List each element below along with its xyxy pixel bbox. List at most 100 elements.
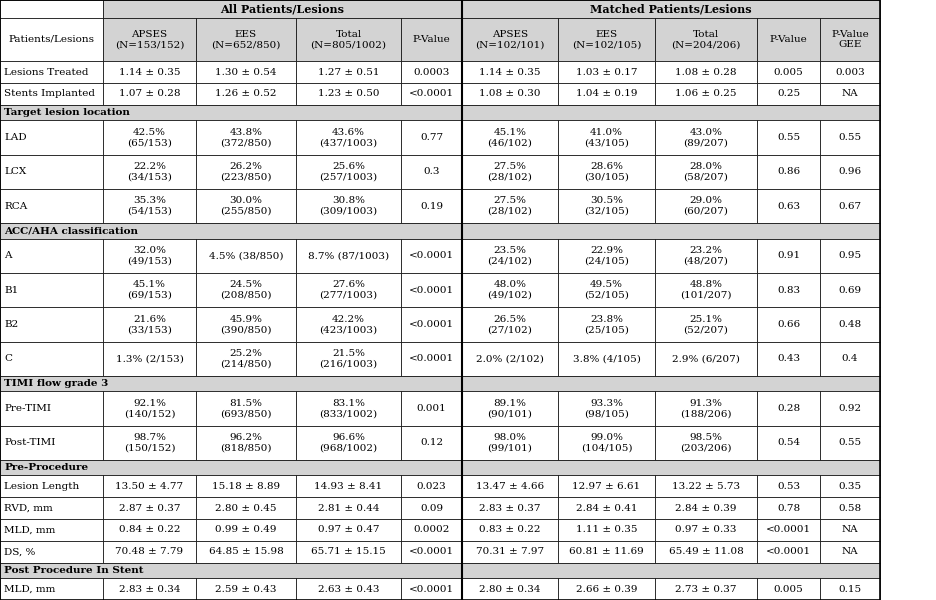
Bar: [196, 121, 296, 155]
Bar: [462, 307, 558, 341]
Text: 70.31 ± 7.97: 70.31 ± 7.97: [475, 547, 544, 556]
Bar: [655, 391, 757, 425]
Bar: [103, 475, 196, 497]
Text: 2.59 ± 0.43: 2.59 ± 0.43: [215, 584, 277, 593]
Bar: [820, 519, 880, 541]
Bar: [196, 17, 296, 61]
Bar: [462, 578, 558, 600]
Text: 27.5%
(28/102): 27.5% (28/102): [488, 162, 533, 182]
Bar: [655, 155, 757, 189]
Text: 0.54: 0.54: [777, 438, 800, 447]
Text: 0.77: 0.77: [420, 133, 443, 142]
Text: 43.0%
(89/207): 43.0% (89/207): [683, 128, 728, 148]
Bar: [103, 121, 196, 155]
Bar: [0, 239, 103, 273]
Text: 45.1%
(46/102): 45.1% (46/102): [488, 128, 533, 148]
Text: 2.83 ± 0.34: 2.83 ± 0.34: [119, 584, 181, 593]
Text: 0.55: 0.55: [839, 438, 861, 447]
Text: 0.95: 0.95: [839, 251, 861, 260]
Text: MLD, mm: MLD, mm: [4, 526, 55, 535]
Text: 25.6%
(257/1003): 25.6% (257/1003): [319, 162, 377, 182]
Text: MLD, mm: MLD, mm: [4, 584, 55, 593]
Text: 45.1%
(69/153): 45.1% (69/153): [127, 280, 172, 300]
Bar: [296, 578, 401, 600]
Text: <0.0001: <0.0001: [409, 320, 454, 329]
Text: Target lesion location: Target lesion location: [4, 108, 130, 117]
Bar: [0, 425, 103, 460]
Text: RCA: RCA: [4, 202, 27, 211]
Text: 0.4: 0.4: [841, 354, 858, 363]
Bar: [196, 541, 296, 563]
Text: 0.58: 0.58: [839, 503, 861, 512]
Text: 1.3% (2/153): 1.3% (2/153): [115, 354, 183, 363]
Text: 64.85 ± 15.98: 64.85 ± 15.98: [209, 547, 284, 556]
Text: 27.5%
(28/102): 27.5% (28/102): [488, 196, 533, 216]
Bar: [0, 61, 103, 83]
Bar: [296, 341, 401, 376]
Text: 2.83 ± 0.37: 2.83 ± 0.37: [479, 503, 541, 512]
Text: <0.0001: <0.0001: [409, 286, 454, 295]
Text: Pre-TIMI: Pre-TIMI: [4, 404, 51, 413]
Bar: [462, 475, 558, 497]
Text: 0.12: 0.12: [420, 438, 443, 447]
Bar: [296, 541, 401, 563]
Bar: [558, 17, 655, 61]
Bar: [757, 155, 820, 189]
Bar: [655, 475, 757, 497]
Text: Total
(N=805/1002): Total (N=805/1002): [311, 29, 387, 49]
Bar: [558, 541, 655, 563]
Bar: [462, 391, 558, 425]
Text: 0.19: 0.19: [420, 202, 443, 211]
Bar: [196, 189, 296, 223]
Text: 30.8%
(309/1003): 30.8% (309/1003): [319, 196, 377, 216]
Bar: [401, 475, 462, 497]
Text: 48.0%
(49/102): 48.0% (49/102): [488, 280, 533, 300]
Bar: [757, 61, 820, 83]
Bar: [558, 578, 655, 600]
Bar: [462, 273, 558, 307]
Text: 13.50 ± 4.77: 13.50 ± 4.77: [115, 482, 183, 491]
Bar: [558, 425, 655, 460]
Text: 42.5%
(65/153): 42.5% (65/153): [127, 128, 172, 148]
Text: 42.2%
(423/1003): 42.2% (423/1003): [319, 314, 377, 334]
Bar: [655, 273, 757, 307]
Text: 29.0%
(60/207): 29.0% (60/207): [683, 196, 728, 216]
Text: 0.43: 0.43: [777, 354, 800, 363]
Text: 0.023: 0.023: [417, 482, 446, 491]
Text: 2.80 ± 0.34: 2.80 ± 0.34: [479, 584, 541, 593]
Bar: [196, 155, 296, 189]
Text: 3.8% (4/105): 3.8% (4/105): [573, 354, 640, 363]
Text: 1.30 ± 0.54: 1.30 ± 0.54: [215, 68, 277, 77]
Text: 0.69: 0.69: [839, 286, 861, 295]
Text: 0.91: 0.91: [777, 251, 800, 260]
Text: 93.3%
(98/105): 93.3% (98/105): [584, 398, 629, 418]
Text: 0.86: 0.86: [777, 167, 800, 176]
Bar: [401, 155, 462, 189]
Bar: [401, 273, 462, 307]
Text: 30.5%
(32/105): 30.5% (32/105): [584, 196, 629, 216]
Text: C: C: [4, 354, 12, 363]
Bar: [558, 391, 655, 425]
Text: <0.0001: <0.0001: [409, 584, 454, 593]
Bar: [296, 497, 401, 519]
Bar: [462, 519, 558, 541]
Bar: [757, 17, 820, 61]
Text: 1.11 ± 0.35: 1.11 ± 0.35: [576, 526, 637, 535]
Text: 14.93 ± 8.41: 14.93 ± 8.41: [314, 482, 383, 491]
Bar: [820, 83, 880, 105]
Bar: [462, 541, 558, 563]
Text: 22.2%
(34/153): 22.2% (34/153): [127, 162, 172, 182]
Text: 13.22 ± 5.73: 13.22 ± 5.73: [672, 482, 740, 491]
Bar: [401, 341, 462, 376]
Bar: [196, 61, 296, 83]
Bar: [296, 425, 401, 460]
Text: 70.48 ± 7.79: 70.48 ± 7.79: [115, 547, 183, 556]
Bar: [103, 307, 196, 341]
Text: 13.47 ± 4.66: 13.47 ± 4.66: [475, 482, 544, 491]
Bar: [296, 61, 401, 83]
Bar: [462, 17, 558, 61]
Text: 2.9% (6/207): 2.9% (6/207): [672, 354, 740, 363]
Text: 35.3%
(54/153): 35.3% (54/153): [127, 196, 172, 216]
Text: <0.0001: <0.0001: [766, 526, 812, 535]
Bar: [757, 341, 820, 376]
